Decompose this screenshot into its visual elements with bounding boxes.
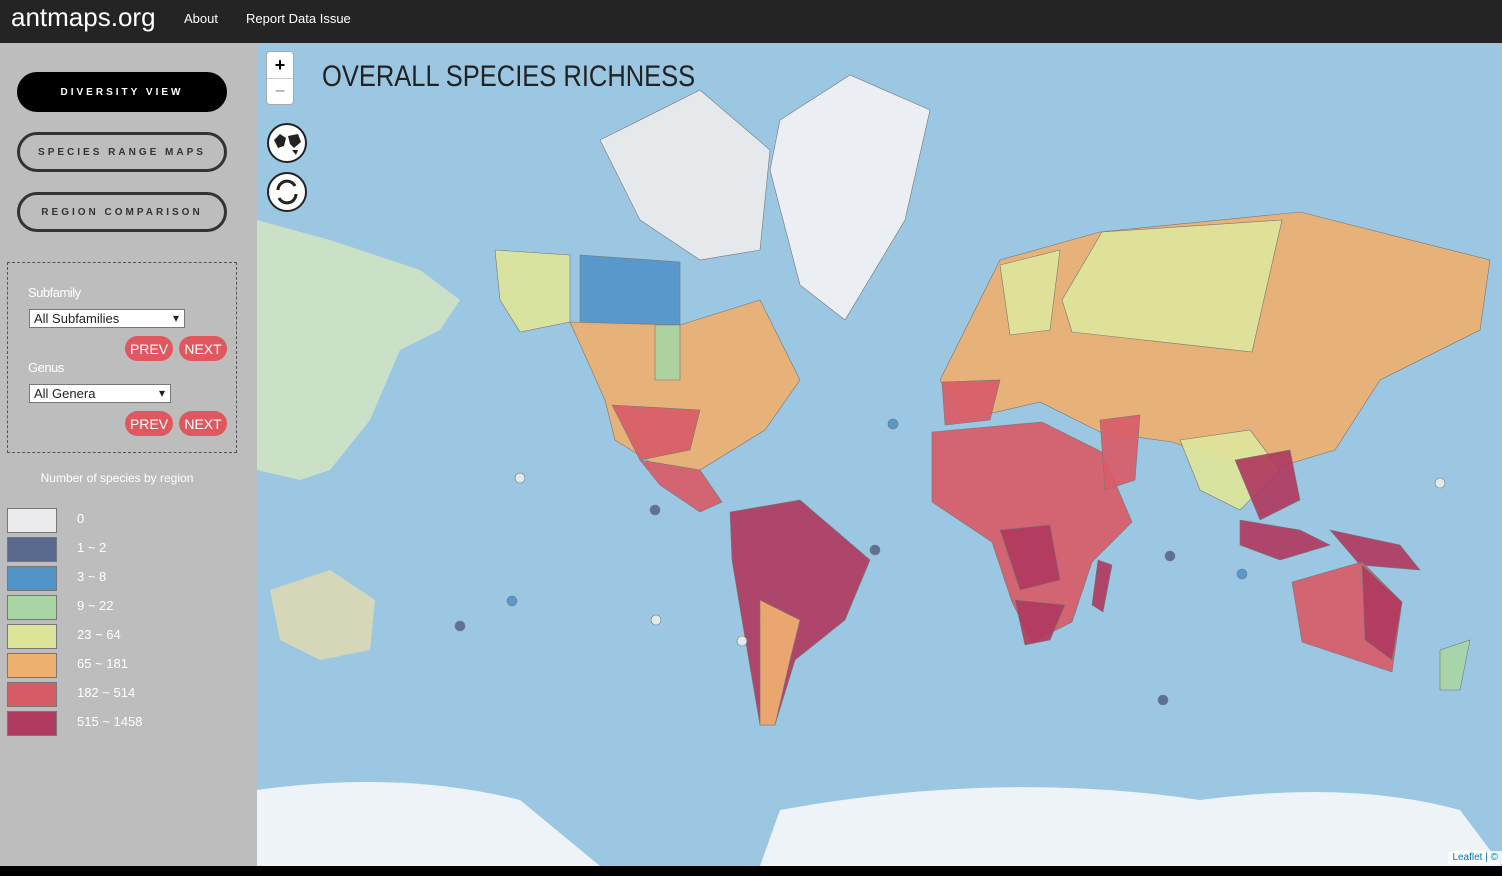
- top-bar: antmaps.org About Report Data Issue: [0, 0, 1502, 43]
- legend-label: 0: [77, 511, 85, 526]
- world-button[interactable]: [267, 123, 307, 163]
- legend-label: 9 ~ 22: [77, 598, 114, 613]
- nav-link[interactable]: About: [184, 11, 218, 26]
- bottom-bar: [0, 866, 1502, 876]
- legend-swatch: [7, 537, 57, 562]
- view-button[interactable]: DIVERSITY VIEW: [17, 72, 227, 112]
- legend-swatch: [7, 508, 57, 533]
- filter-label: Genus: [28, 360, 64, 375]
- filter-box: Subfamily All Subfamilies PREV NEXT Genu…: [7, 262, 237, 453]
- legend-swatch: [7, 624, 57, 649]
- legend-label: 3 ~ 8: [77, 569, 107, 584]
- legend-label: 65 ~ 181: [77, 656, 128, 671]
- map-tools: [267, 123, 307, 212]
- attribution: Leaflet | ©: [1448, 851, 1502, 864]
- attribution-link[interactable]: Leaflet: [1452, 852, 1483, 863]
- legend-swatch: [7, 711, 57, 736]
- view-button[interactable]: REGION COMPARISON: [17, 192, 227, 232]
- legend-label: 23 ~ 64: [77, 627, 121, 642]
- brand[interactable]: antmaps.org: [11, 2, 156, 32]
- view-button[interactable]: SPECIES RANGE MAPS: [17, 132, 227, 172]
- prev-button[interactable]: PREV: [125, 336, 173, 361]
- dropdown[interactable]: All Genera: [29, 384, 171, 403]
- attribution-text: ©: [1490, 852, 1498, 863]
- legend-label: 515 ~ 1458: [77, 714, 143, 729]
- map-title: OVERALL SPECIES RICHNESS: [322, 60, 696, 93]
- reset-button[interactable]: [267, 172, 307, 212]
- dropdown[interactable]: All Subfamilies: [29, 309, 185, 328]
- zoom-in[interactable]: +: [267, 52, 293, 79]
- legend-label: 182 ~ 514: [77, 685, 136, 700]
- nav-link[interactable]: Report Data Issue: [246, 11, 351, 26]
- legend-swatch: [7, 653, 57, 678]
- next-button[interactable]: NEXT: [179, 336, 227, 361]
- legend-swatch: [7, 595, 57, 620]
- legend-title: Number of species by region: [40, 471, 194, 485]
- zoom-control: + −: [266, 51, 294, 105]
- filter-label: Subfamily: [28, 285, 81, 300]
- prev-button[interactable]: PREV: [125, 411, 173, 436]
- legend-swatch: [7, 566, 57, 591]
- map[interactable]: [257, 43, 1502, 866]
- legend-label: 1 ~ 2: [77, 540, 107, 555]
- legend-swatch: [7, 682, 57, 707]
- next-button[interactable]: NEXT: [179, 411, 227, 436]
- zoom-out[interactable]: −: [274, 81, 286, 101]
